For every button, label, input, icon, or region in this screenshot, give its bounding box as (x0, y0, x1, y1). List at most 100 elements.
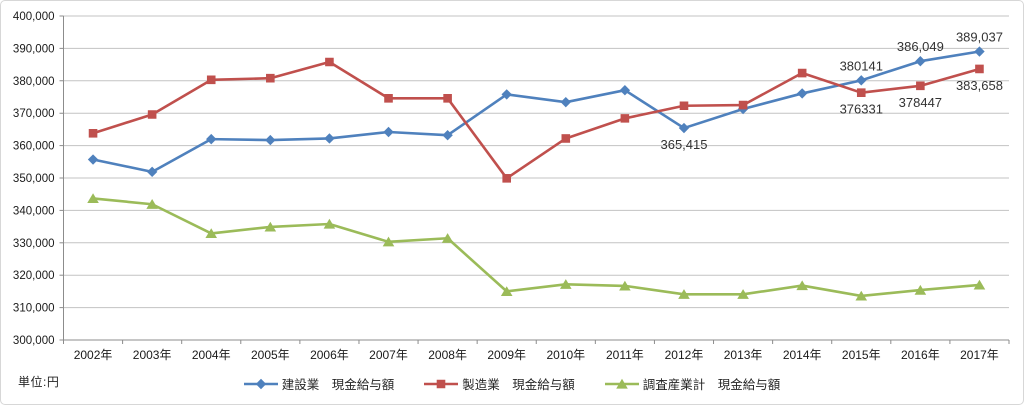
series-2-marker-triangle (737, 289, 749, 299)
x-axis-label: 2009年 (487, 348, 526, 362)
series-0-marker-diamond (619, 84, 631, 96)
series-1-marker-square (206, 75, 216, 85)
series-2-marker-triangle (559, 279, 572, 289)
legend-item-all-industries: 調査産業計 現金給与額 (604, 374, 781, 393)
x-axis-label: 2004年 (192, 348, 231, 362)
series-2-marker-triangle (500, 286, 513, 296)
y-axis-label: 300,000 (13, 335, 55, 347)
series-0-marker-diamond (206, 133, 217, 145)
series-1-marker-square (916, 81, 925, 91)
series-0-marker-diamond (915, 56, 926, 67)
series-line-0 (91, 50, 981, 174)
series-1-marker-square (502, 174, 512, 183)
series-2-marker-triangle (619, 280, 631, 291)
series-0-marker-diamond (796, 88, 808, 99)
data-label: 380141 (840, 58, 883, 73)
x-axis-label: 2003年 (133, 348, 172, 362)
data-label: 383,658 (956, 78, 1003, 93)
x-axis-label: 2007年 (369, 348, 408, 362)
series-2-marker-triangle (973, 279, 986, 290)
series-line-1 (91, 60, 981, 180)
series-0-marker-diamond (501, 89, 512, 100)
legend-item-manufacturing: 製造業 現金給与額 (424, 374, 575, 393)
series-0-marker-diamond (442, 130, 453, 141)
series-0-marker-diamond (678, 122, 690, 134)
x-axis-label: 2002年 (74, 348, 113, 362)
x-axis-label: 2017年 (960, 348, 999, 362)
series-1-marker-square (856, 88, 866, 97)
y-axis-label: 330,000 (13, 238, 55, 250)
unit-label: 単位:円 (18, 375, 60, 389)
series-1-marker-square (797, 68, 807, 78)
series-1-marker-square (384, 93, 393, 103)
series-0-marker-diamond (856, 75, 867, 86)
data-label: 386,049 (897, 39, 944, 54)
series-2-marker-triangle (323, 218, 336, 229)
y-axis-label: 360,000 (13, 141, 55, 153)
series-2-marker-triangle (441, 233, 454, 243)
x-axis-label: 2013年 (724, 348, 763, 362)
x-axis-label: 2014年 (783, 348, 822, 362)
data-label: 389,037 (956, 30, 1003, 45)
x-axis-label: 2015年 (842, 348, 881, 362)
series-1-marker-square (620, 114, 630, 123)
legend-marker-shape (615, 378, 628, 389)
legend: 建設業 現金給与額 製造業 現金給与額 調査産業計 現金給与額 (1, 374, 1023, 393)
legend-marker-diamond-icon (243, 378, 278, 389)
series-1-marker-square (561, 134, 571, 143)
series-1-marker-square (738, 100, 748, 110)
x-axis-label: 2005年 (251, 348, 290, 362)
legend-marker-square-icon (424, 379, 459, 388)
series-1-marker-square (147, 110, 157, 119)
x-axis-label: 2012年 (665, 348, 704, 362)
y-axis-label: 320,000 (13, 270, 55, 282)
series-2-marker-triangle (678, 289, 690, 299)
series-0-marker-diamond (324, 133, 335, 144)
x-axis-label: 2006年 (310, 348, 349, 362)
y-axis-label: 370,000 (13, 108, 55, 120)
series-0-marker-diamond (265, 134, 276, 146)
data-label: 376331 (840, 102, 883, 117)
legend-label-all-industries: 調査産業計 現金給与額 (642, 378, 781, 392)
legend-marker-triangle-icon (604, 378, 639, 389)
y-axis-label: 390,000 (13, 43, 55, 55)
legend-marker-shape (255, 378, 266, 389)
x-axis-label: 2010年 (546, 348, 585, 362)
series-0-marker-diamond (974, 46, 985, 57)
data-label: 378447 (899, 95, 942, 110)
series-1-marker-square (325, 57, 334, 67)
series-1-marker-square (975, 64, 984, 74)
y-axis-label: 380,000 (13, 76, 55, 88)
y-axis-label: 310,000 (13, 303, 55, 315)
x-axis-label: 2011年 (606, 348, 644, 362)
series-1-marker-square (266, 73, 275, 83)
series-line-2 (91, 197, 981, 298)
series-2-marker-triangle (205, 228, 218, 239)
x-axis-label: 2016年 (901, 348, 940, 362)
series-0-marker-diamond (560, 96, 571, 108)
series-0-marker-diamond (87, 154, 99, 165)
legend-label-manufacturing: 製造業 現金給与額 (462, 378, 575, 392)
series-1-marker-square (679, 101, 689, 111)
series-2-marker-triangle (146, 199, 158, 209)
y-axis-label: 400,000 (13, 11, 55, 23)
y-axis-label: 340,000 (13, 205, 55, 217)
series-0-marker-diamond (383, 126, 394, 138)
y-axis-label: 350,000 (13, 173, 55, 185)
series-1-marker-square (443, 93, 452, 103)
legend-marker-shape (436, 379, 446, 388)
data-label: 365,415 (660, 137, 707, 152)
series-1-marker-square (88, 128, 98, 138)
series-2-marker-triangle (796, 280, 808, 291)
legend-label-construction: 建設業 現金給与額 (281, 378, 395, 392)
legend-item-construction: 建設業 現金給与額 (243, 374, 395, 393)
series-2-marker-triangle (264, 221, 277, 232)
series-2-marker-triangle (87, 193, 99, 204)
x-axis-label: 2008年 (428, 348, 467, 362)
series-2-marker-triangle (855, 290, 868, 301)
series-2-marker-triangle (382, 236, 395, 247)
series-2-marker-triangle (914, 284, 927, 295)
series-0-marker-diamond (146, 166, 158, 178)
